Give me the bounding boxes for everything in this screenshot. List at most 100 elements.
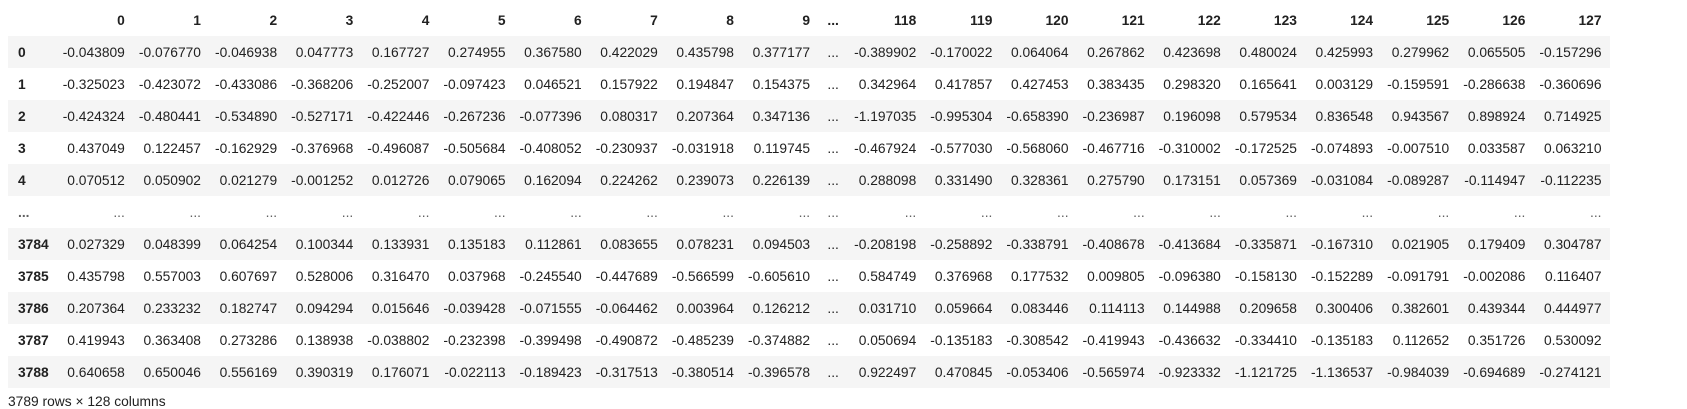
- table-cell: 0.382601: [1391, 300, 1450, 316]
- table-row: 3 0.437049 0.122457 -0.162929 -0.376968 -0.49…: [8, 132, 1610, 164]
- table-cell: 0.059664: [934, 300, 993, 316]
- column-ellipsis-cell: ...: [827, 108, 839, 124]
- table-cell: 0.383435: [1087, 76, 1145, 92]
- table-cell: -0.167310: [1310, 236, 1374, 252]
- table-cell: -0.408052: [519, 140, 582, 156]
- column-header: 9: [802, 12, 811, 28]
- table-cell: ...: [1513, 204, 1526, 220]
- table-cell: ...: [1133, 204, 1145, 220]
- table-cell: 0.351726: [1467, 332, 1526, 348]
- table-cell: 0.207364: [67, 300, 125, 316]
- table-cell: -0.923332: [1158, 364, 1221, 380]
- table-cell: -0.096380: [1158, 268, 1221, 284]
- table-cell: 0.094503: [752, 236, 811, 252]
- column-header: 8: [726, 12, 734, 28]
- table-cell: 0.196098: [1163, 108, 1221, 124]
- column-header: 120: [1045, 12, 1069, 28]
- table-cell: -0.135183: [930, 332, 993, 348]
- row-index: 2: [18, 108, 26, 124]
- table-cell: -0.232398: [443, 332, 506, 348]
- table-cell: -0.433086: [214, 76, 278, 92]
- row-index: 4: [18, 172, 26, 188]
- table-cell: ...: [646, 204, 658, 220]
- table-cell: -0.230937: [595, 140, 658, 156]
- table-cell: 0.288098: [858, 172, 917, 188]
- table-cell: 0.300406: [1315, 300, 1374, 316]
- table-cell: 0.046521: [524, 76, 582, 92]
- table-cell: -1.136537: [1310, 364, 1374, 380]
- table-cell: 0.003964: [676, 300, 734, 316]
- table-cell: 0.048399: [143, 236, 201, 252]
- table-cell: 0.003129: [1315, 76, 1374, 92]
- table-cell: 0.031710: [858, 300, 917, 316]
- table-cell: ...: [1285, 204, 1297, 220]
- table-cell: 0.417857: [934, 76, 993, 92]
- table-cell: -0.170022: [930, 44, 993, 60]
- table-cell: 0.557003: [143, 268, 201, 284]
- column-header: 0: [117, 12, 125, 28]
- column-header: 119: [970, 12, 993, 28]
- table-cell: -0.159591: [1387, 76, 1450, 92]
- table-cell: 0.065505: [1467, 44, 1526, 60]
- table-cell: -0.286638: [1463, 76, 1526, 92]
- table-cell: 0.167727: [371, 44, 430, 60]
- table-cell: -0.152289: [1310, 268, 1374, 284]
- table-cell: 0.207364: [676, 108, 734, 124]
- table-cell: -0.565974: [1082, 364, 1145, 380]
- table-cell: -0.258892: [930, 236, 993, 252]
- column-ellipsis-cell: ...: [827, 300, 839, 316]
- table-cell: 0.279962: [1391, 44, 1450, 60]
- table-cell: 0.224262: [600, 172, 658, 188]
- table-cell: -0.436632: [1158, 332, 1221, 348]
- table-cell: 0.157922: [600, 76, 658, 92]
- table-cell: 0.021905: [1391, 236, 1450, 252]
- table-cell: -0.335871: [1234, 236, 1297, 252]
- table-cell: -0.053406: [1006, 364, 1069, 380]
- table-cell: -0.097423: [443, 76, 506, 92]
- table-cell: 0.154375: [752, 76, 811, 92]
- table-cell: -0.172525: [1234, 140, 1297, 156]
- column-header: 2: [269, 12, 278, 28]
- table-cell: -0.396578: [747, 364, 811, 380]
- table-cell: 0.342964: [858, 76, 917, 92]
- table-cell: -0.038802: [367, 332, 430, 348]
- table-cell: 0.112652: [1392, 332, 1450, 348]
- table-cell: 0.275790: [1087, 172, 1145, 188]
- table-cell: 0.083655: [600, 236, 658, 252]
- table-cell: 0.328361: [1010, 172, 1069, 188]
- table-cell: 0.133931: [371, 236, 430, 252]
- table-row: 3786 0.207364 0.233232 0.182747 0.094294 0.01…: [8, 292, 1610, 324]
- column-ellipsis-header: ...: [827, 12, 839, 28]
- table-cell: -0.310002: [1158, 140, 1221, 156]
- column-ellipsis-cell: ...: [827, 76, 839, 92]
- table-cell: 0.298320: [1163, 76, 1221, 92]
- table-cell: 0.050694: [858, 332, 917, 348]
- table-cell: 0.273286: [219, 332, 278, 348]
- row-index: 3: [18, 140, 26, 156]
- row-index: 0: [18, 44, 26, 60]
- table-cell: -0.490872: [595, 332, 658, 348]
- table-cell: -0.424324: [62, 108, 125, 124]
- table-cell: 0.012726: [371, 172, 430, 188]
- table-cell: ...: [341, 204, 354, 220]
- table-cell: ...: [1057, 204, 1069, 220]
- table-cell: -0.467924: [854, 140, 917, 156]
- table-cell: -0.467716: [1082, 140, 1145, 156]
- table-cell: -0.208198: [854, 236, 917, 252]
- table-cell: -0.046938: [214, 44, 278, 60]
- table-cell: ...: [189, 204, 201, 220]
- table-cell: 0.177532: [1010, 268, 1069, 284]
- table-cell: -0.984039: [1387, 364, 1450, 380]
- column-header: 5: [497, 12, 506, 28]
- table-cell: 0.194847: [676, 76, 734, 92]
- row-index: 3785: [18, 268, 49, 284]
- dataframe-table: 0 1 2 3 4 5 6 7 8 9... 118 119 120 121 122 123 124 125 126…: [8, 4, 1610, 388]
- table-cell: -0.007510: [1387, 140, 1450, 156]
- table-cell: -0.114947: [1464, 172, 1526, 188]
- table-cell: 0.579534: [1239, 108, 1297, 124]
- table-cell: 0.027329: [67, 236, 125, 252]
- table-cell: 0.435798: [676, 44, 734, 60]
- row-index: ...: [18, 204, 30, 220]
- table-cell: ...: [417, 204, 430, 220]
- table-cell: -1.197035: [854, 108, 917, 124]
